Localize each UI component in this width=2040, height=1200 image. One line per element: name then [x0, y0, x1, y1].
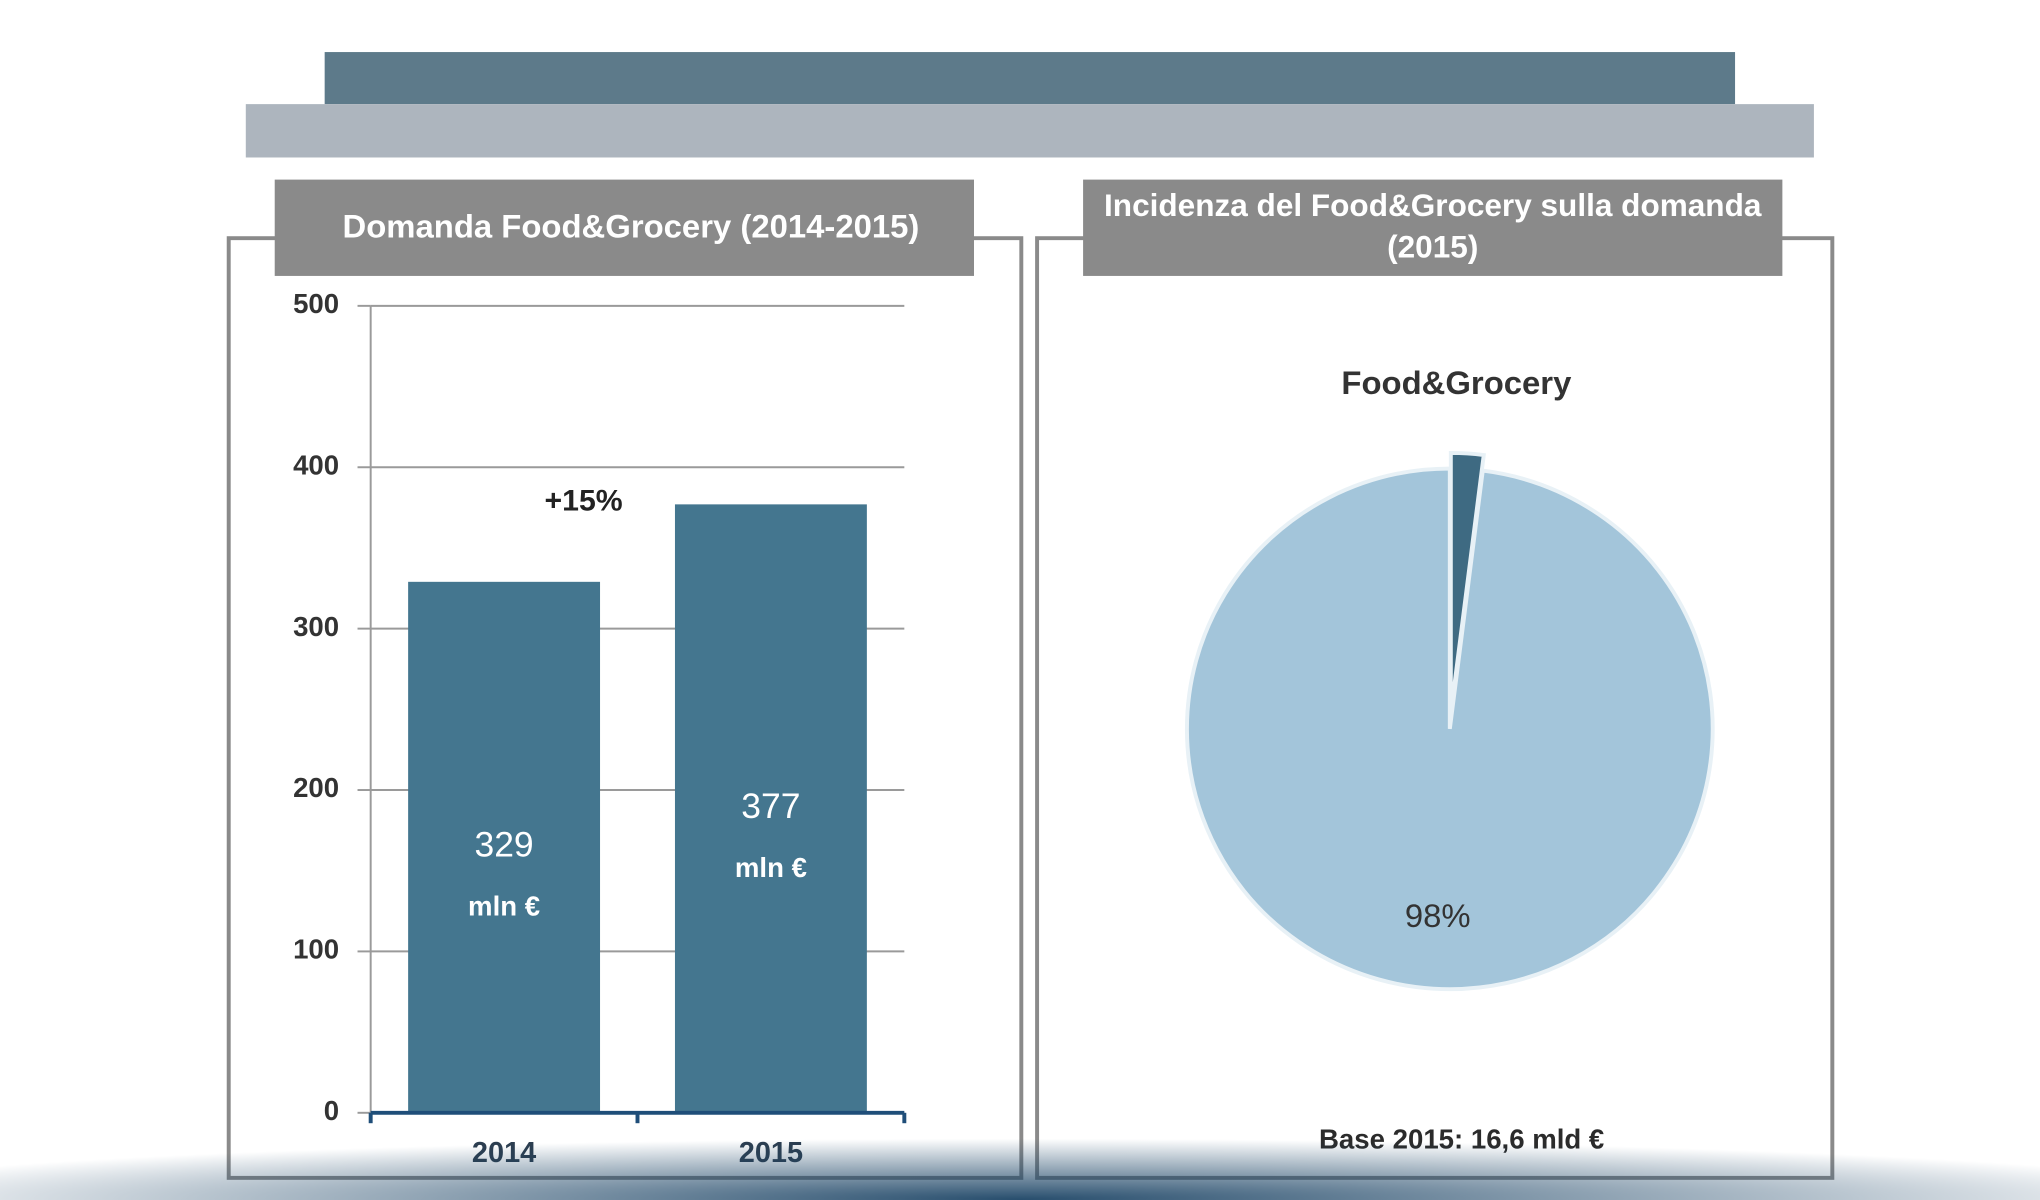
value-unit: mln €: [468, 891, 540, 922]
plot-area: 0 100 200 300 400 500 329 mln € 2014 377 mln € 2015…: [293, 288, 1715, 1169]
y-tick-label: 300: [293, 611, 339, 642]
panel-title-box: [1083, 179, 1783, 276]
chart-title-box: Incidenza del Food&Grocery sulla domanda…: [1104, 188, 1762, 266]
y-tick-label: 400: [293, 450, 339, 481]
x-tick-label: 2014: [472, 1137, 536, 1169]
slice-label: Food&Grocery: [1341, 364, 1571, 401]
y-tick-label: 500: [293, 288, 339, 319]
header-bar: [324, 52, 1736, 105]
note: Base 2015: 16,6 mld €: [1319, 1124, 1604, 1155]
chart-title: Incidenza del Food&Grocery sulla domanda…: [1104, 188, 1762, 266]
header-bar: [245, 104, 1814, 158]
annotation: +15%: [545, 484, 623, 517]
value-label: 329: [474, 826, 533, 865]
y-tick-label: 0: [324, 1095, 339, 1126]
value-label: 98%: [1405, 897, 1471, 934]
y-tick-label: 200: [293, 772, 339, 803]
panel: [226, 236, 1024, 1180]
value-unit: mln €: [735, 852, 807, 883]
x-tick-label: 2015: [739, 1137, 803, 1169]
value-label: 377: [741, 787, 800, 826]
panel-title-box: [274, 179, 974, 276]
y-tick-label: 100: [293, 934, 339, 965]
chart-title: Domanda Food&Grocery (2014-2015): [342, 208, 919, 245]
